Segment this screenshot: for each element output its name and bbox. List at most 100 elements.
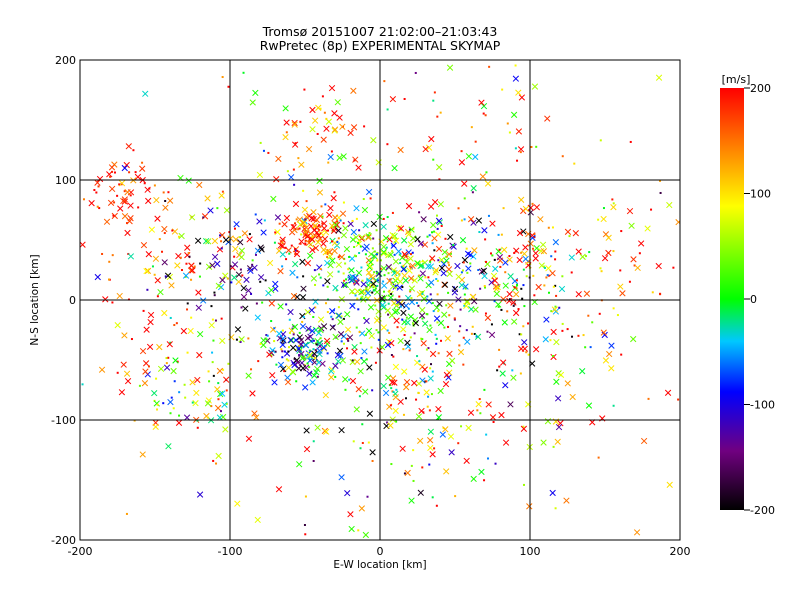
data-point-cross — [506, 290, 513, 298]
data-point-cross — [287, 336, 294, 344]
data-point-cross — [348, 525, 355, 533]
y-tick-label: 0 — [69, 294, 76, 307]
data-point-cross — [291, 141, 299, 148]
data-point-cross — [167, 398, 174, 406]
data-point-dot — [169, 412, 172, 415]
data-point-dot — [298, 344, 301, 347]
data-point-dot — [318, 224, 321, 227]
data-point-dot — [287, 359, 290, 362]
data-point-cross — [403, 384, 410, 391]
data-point-dot — [319, 107, 322, 110]
data-point-cross — [299, 365, 307, 372]
data-point-dot — [171, 229, 174, 232]
data-point-dot — [494, 462, 497, 465]
data-point-cross — [463, 457, 470, 464]
data-point-cross — [471, 298, 478, 305]
data-point-dot — [620, 353, 623, 356]
data-point-cross — [309, 236, 316, 243]
data-point-dot — [412, 449, 415, 452]
data-point-dot — [287, 350, 290, 353]
data-point-dot — [447, 325, 450, 328]
data-point-dot — [402, 264, 405, 267]
data-point-cross — [447, 433, 455, 440]
data-point-cross — [123, 161, 130, 169]
data-point-dot — [525, 351, 528, 354]
data-point-cross — [608, 365, 615, 372]
data-point-cross — [214, 386, 221, 393]
data-point-cross — [384, 307, 391, 314]
data-point-cross — [472, 153, 479, 161]
data-point-cross — [399, 445, 406, 452]
data-point-dot — [383, 274, 386, 277]
data-point-dot — [587, 314, 590, 317]
data-point-cross — [455, 273, 462, 280]
data-point-dot — [550, 255, 553, 258]
data-point-cross — [353, 406, 360, 413]
data-point-dot — [418, 211, 421, 214]
data-point-cross — [633, 529, 641, 536]
data-point-cross — [484, 314, 492, 321]
data-point-dot — [261, 301, 264, 304]
data-point-cross — [507, 273, 514, 280]
data-point-dot — [570, 271, 573, 274]
data-point-cross — [204, 400, 212, 407]
data-point-cross — [442, 380, 450, 388]
data-point-dot — [436, 321, 439, 324]
data-point-cross — [285, 247, 292, 254]
data-point-dot — [423, 297, 426, 300]
data-point-dot — [431, 370, 434, 373]
data-point-dot — [415, 301, 418, 304]
data-point-dot — [346, 347, 349, 350]
data-point-cross — [513, 291, 520, 298]
data-point-dot — [390, 387, 393, 390]
data-point-dot — [483, 479, 486, 482]
data-point-dot — [439, 111, 442, 114]
data-point-dot — [487, 457, 490, 460]
data-point-dot — [514, 64, 517, 67]
data-point-dot — [193, 265, 196, 268]
data-point-dot — [500, 233, 503, 236]
data-point-dot — [588, 251, 591, 254]
data-point-cross — [268, 300, 275, 307]
data-point-dot — [175, 322, 178, 325]
data-point-dot — [259, 280, 262, 283]
data-point-cross — [359, 288, 367, 295]
data-point-dot — [479, 287, 482, 290]
data-point-dot — [376, 284, 379, 287]
data-point-dot — [436, 115, 439, 118]
data-point-cross — [336, 347, 344, 354]
data-point-cross — [348, 255, 356, 262]
data-point-dot — [589, 346, 592, 349]
data-point-dot — [347, 339, 350, 342]
data-point-dot — [374, 304, 377, 307]
data-point-dot — [549, 339, 552, 342]
data-point-dot — [304, 533, 307, 536]
data-point-dot — [297, 157, 300, 160]
data-point-dot — [196, 419, 199, 422]
data-point-dot — [463, 293, 466, 296]
data-point-cross — [451, 289, 458, 296]
data-point-cross — [378, 238, 385, 245]
data-point-dot — [477, 269, 480, 272]
data-point-dot — [153, 184, 156, 187]
data-point-cross — [619, 290, 626, 297]
data-point-dot — [111, 170, 114, 173]
data-point-cross — [174, 262, 181, 269]
data-point-cross — [464, 338, 471, 345]
data-point-cross — [266, 351, 273, 358]
data-point-cross — [348, 288, 356, 295]
data-point-cross — [369, 449, 376, 456]
data-point-cross — [125, 143, 132, 150]
data-point-dot — [491, 254, 494, 257]
data-point-cross — [228, 334, 235, 341]
data-point-dot — [433, 447, 436, 450]
data-point-dot — [251, 259, 254, 262]
data-point-cross — [162, 204, 169, 211]
data-point-dot — [342, 272, 345, 275]
data-point-cross — [254, 247, 262, 254]
data-point-dot — [369, 259, 372, 262]
data-point-dot — [294, 247, 297, 250]
data-point-dot — [320, 205, 323, 208]
data-point-cross — [222, 236, 230, 244]
data-point-cross — [298, 161, 305, 168]
